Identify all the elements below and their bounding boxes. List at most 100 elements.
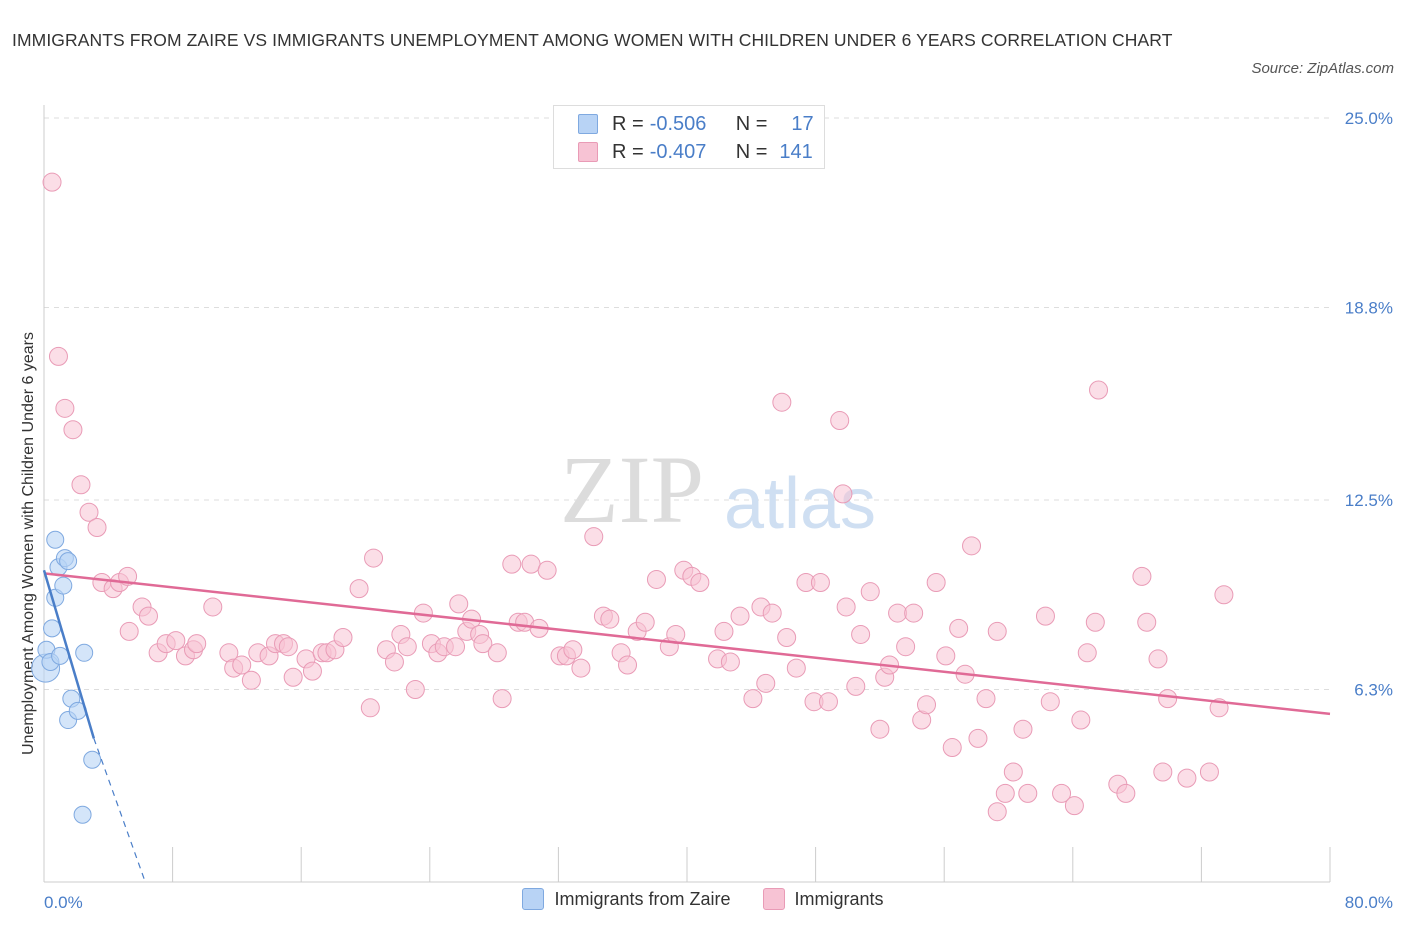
immigrants-point xyxy=(187,634,207,654)
immigrants-point xyxy=(360,698,380,718)
immigrants-point xyxy=(1177,768,1197,788)
immigrants-point xyxy=(333,628,353,648)
immigrants-point xyxy=(968,728,988,748)
immigrants-trend-line xyxy=(43,572,1331,716)
immigrants-point xyxy=(987,802,1007,822)
legend-r-label: R = xyxy=(612,112,644,135)
immigrants-point xyxy=(278,637,298,657)
immigrants-point xyxy=(502,554,522,574)
immigrants-point xyxy=(846,676,866,696)
series-swatch-zaire xyxy=(522,888,545,910)
watermark: ZIP atlas xyxy=(560,436,876,544)
immigrants-point xyxy=(600,609,620,629)
legend-swatch-zaire xyxy=(578,114,598,134)
immigrants-point xyxy=(1089,380,1109,400)
immigrants-point xyxy=(79,502,99,522)
zaire-point xyxy=(46,530,65,549)
legend-r-value: -0.506 xyxy=(649,112,707,135)
immigrants-point xyxy=(714,621,734,641)
immigrants-point xyxy=(283,667,303,687)
grid-lines xyxy=(44,117,1330,690)
immigrants-point xyxy=(473,634,493,654)
immigrants-point xyxy=(818,692,838,712)
immigrants-point xyxy=(810,573,830,593)
zaire-points xyxy=(31,530,102,824)
immigrants-point xyxy=(1132,566,1152,586)
immigrants-point xyxy=(241,670,261,690)
legend-swatch-immigrants xyxy=(578,142,598,162)
immigrants-point xyxy=(397,637,417,657)
legend-n-label: N = xyxy=(735,112,768,135)
immigrants-point xyxy=(870,719,890,739)
immigrants-point xyxy=(730,606,750,626)
immigrants-point xyxy=(1040,692,1060,712)
legend-n-value: 17 xyxy=(791,112,814,135)
immigrants-point xyxy=(405,679,425,699)
series-label-immigrants: Immigrants xyxy=(794,888,884,909)
immigrants-point xyxy=(720,652,740,672)
legend-n-value: 141 xyxy=(779,140,813,163)
immigrants-point xyxy=(936,646,956,666)
immigrants-point xyxy=(926,573,946,593)
immigrants-point xyxy=(492,689,512,709)
chart-title: IMMIGRANTS FROM ZAIRE VS IMMIGRANTS UNEM… xyxy=(12,30,1173,50)
immigrants-point xyxy=(942,738,962,758)
immigrants-point xyxy=(962,536,982,556)
immigrants-point xyxy=(537,560,557,580)
series-legend-immigrants: Immigrants xyxy=(762,888,884,910)
immigrants-points xyxy=(42,172,1234,822)
immigrants-point xyxy=(364,548,384,568)
immigrants-point xyxy=(1003,762,1023,782)
immigrants-point xyxy=(777,628,797,648)
immigrants-point xyxy=(888,603,908,623)
immigrants-point xyxy=(521,554,541,574)
immigrants-point xyxy=(618,655,638,675)
x-tick-label: 80.0% xyxy=(1345,893,1393,912)
immigrants-point xyxy=(743,689,763,709)
trend-lines xyxy=(42,569,1331,883)
immigrants-point xyxy=(584,527,604,547)
immigrants-point xyxy=(302,661,322,681)
zaire-point xyxy=(83,750,102,769)
immigrants-point xyxy=(851,624,871,644)
immigrants-point xyxy=(904,603,924,623)
x-tick-label: 0.0% xyxy=(44,893,83,912)
legend-row-zaire: R = -0.506 N = 17 xyxy=(578,111,814,137)
watermark-zip: ZIP xyxy=(560,436,704,543)
immigrants-point xyxy=(646,569,666,589)
immigrants-point xyxy=(232,655,252,675)
immigrants-point xyxy=(1137,612,1157,632)
immigrants-point xyxy=(1013,719,1033,739)
axes xyxy=(43,105,1331,883)
legend-n-label: N = xyxy=(735,140,768,163)
immigrants-point xyxy=(1158,689,1178,709)
watermark-atlas: atlas xyxy=(724,464,876,544)
zaire-point xyxy=(54,576,73,595)
immigrants-point xyxy=(42,172,62,192)
immigrants-point xyxy=(446,637,466,657)
immigrants-point xyxy=(830,411,850,431)
immigrants-point xyxy=(762,603,782,623)
immigrants-point xyxy=(1085,612,1105,632)
immigrants-point xyxy=(63,420,83,440)
immigrants-point xyxy=(571,658,591,678)
y-tick-label: 12.5% xyxy=(1345,491,1393,510)
immigrants-point xyxy=(1077,643,1097,663)
legend-r-value: -0.407 xyxy=(649,140,707,163)
y-tick-label: 18.8% xyxy=(1345,298,1393,317)
immigrants-point xyxy=(1199,762,1219,782)
zaire-point xyxy=(51,646,70,665)
zaire-point xyxy=(75,643,94,662)
immigrants-point xyxy=(87,518,107,538)
immigrants-point xyxy=(1116,783,1136,803)
immigrants-point xyxy=(449,594,469,614)
immigrants-point xyxy=(836,597,856,617)
immigrants-point xyxy=(987,621,1007,641)
immigrants-point xyxy=(138,606,158,626)
immigrants-point xyxy=(1052,783,1072,803)
immigrants-point xyxy=(166,631,186,651)
immigrants-point xyxy=(48,346,68,366)
immigrants-point xyxy=(772,392,792,412)
correlation-legend: R = -0.506 N = 17 R = -0.407 N = 141 xyxy=(553,105,825,169)
